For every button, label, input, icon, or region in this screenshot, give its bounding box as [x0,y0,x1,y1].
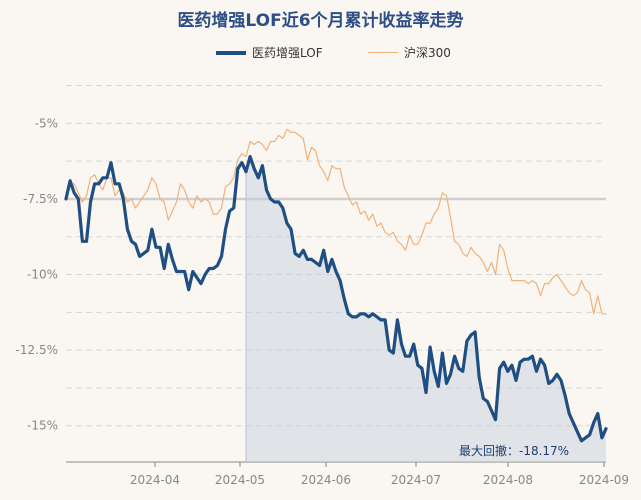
legend-swatch-index [368,52,398,53]
drawdown-area-group [245,156,606,462]
legend-item-index: 沪深300 [368,44,451,61]
y-tick-label: -12.5% [16,343,58,357]
x-tick-label: 2024-06 [301,473,351,487]
y-tick-label: -7.5% [23,192,58,206]
y-tick-label: -15% [27,419,58,433]
x-tick-label: 2024-04 [130,473,180,487]
y-tick-label: -5% [35,116,58,130]
series-lines [64,128,608,443]
max-drawdown-annotation: 最大回撤：-18.17% [459,443,569,458]
drawdown-area [246,156,606,462]
y-tick-label: -10% [27,268,58,282]
x-axis: 2024-04 2024-05 2024-06 2024-07 2024-08 2024-… [66,461,629,487]
x-tick-label: 2024-09 [579,473,629,487]
series-line-fund [64,155,608,443]
legend-item-fund: 医药增强LOF [216,44,323,61]
legend-label-index: 沪深300 [404,46,451,60]
legend-swatch-fund [216,50,246,55]
x-tick-label: 2024-08 [483,473,533,487]
legend-label-fund: 医药增强LOF [252,46,323,60]
y-axis: -5% -7.5% -10% -12.5% -15% [16,116,58,432]
series-line-index [65,128,607,315]
x-tick-label: 2024-05 [215,473,265,487]
chart-title: 医药增强LOF近6个月累计收益率走势 [177,11,464,31]
x-tick-label: 2024-07 [391,473,441,487]
